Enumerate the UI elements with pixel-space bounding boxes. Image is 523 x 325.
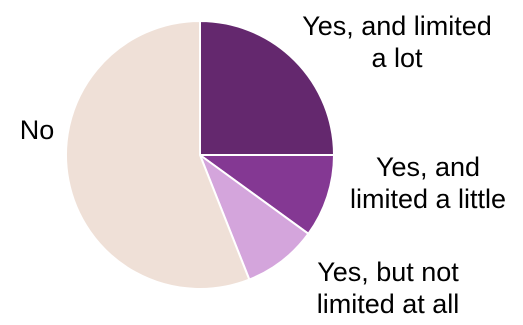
label-yes-limited-a-little-line2: limited a little xyxy=(349,184,507,214)
slice-no xyxy=(65,19,251,290)
label-yes-not-limited-line2: limited at all xyxy=(316,289,460,319)
slice-yes-limited-a-lot xyxy=(199,19,336,156)
label-yes-not-limited-line1: Yes, but not xyxy=(317,257,459,287)
label-yes-limited-a-lot-line1: Yes, and limited xyxy=(302,11,492,41)
label-yes-not-limited: Yes, but not limited at all xyxy=(288,256,488,320)
label-yes-limited-a-lot-line2: a lot xyxy=(371,43,423,73)
label-no-line1: No xyxy=(19,115,55,145)
label-no: No xyxy=(12,114,62,146)
label-yes-limited-a-lot: Yes, and limited a lot xyxy=(272,10,522,74)
label-yes-limited-a-little: Yes, and limited a little xyxy=(334,151,522,215)
slice-yes-limited-a-little xyxy=(196,154,336,236)
label-yes-limited-a-little-line1: Yes, and xyxy=(375,152,481,182)
